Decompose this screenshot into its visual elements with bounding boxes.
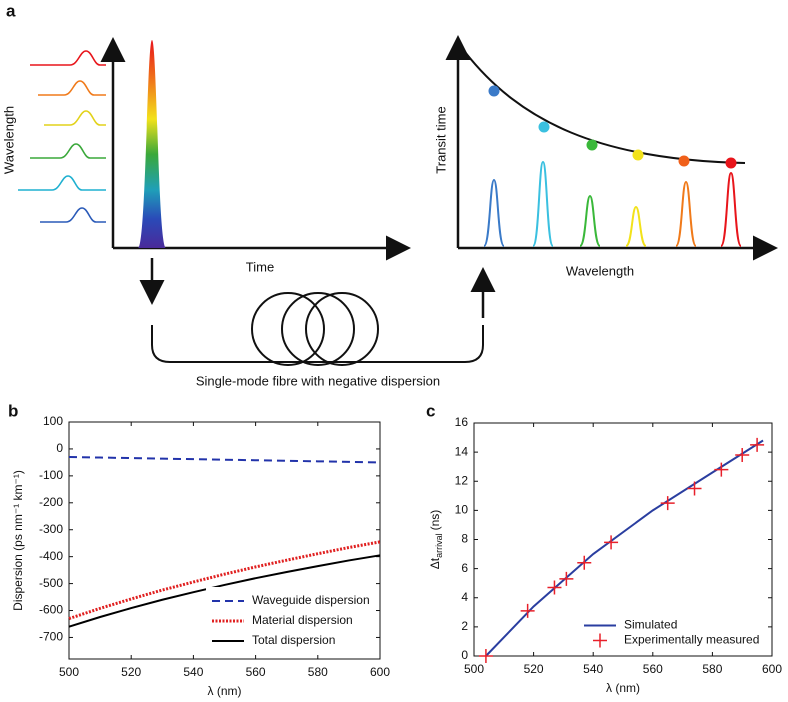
y-tick-label: 14 <box>455 444 469 458</box>
y-axis-label-part: (ns) <box>428 510 442 531</box>
chart: c 0 2 4 6 8 10 12 14 16 500 520 540 560 580 600 λ (nm) Δt… <box>426 401 782 695</box>
y-tick-label: 0 <box>56 441 63 455</box>
y-tick-label: 12 <box>455 473 469 487</box>
x-axis-label: λ (nm) <box>208 684 242 698</box>
spectra <box>18 50 106 223</box>
diagram: a Wavelength Time Trans <box>1 1 778 388</box>
y-tick-label: 2 <box>461 619 468 633</box>
fibre <box>151 325 484 363</box>
x-tick-label: 600 <box>370 665 390 679</box>
panel-label: c <box>426 401 435 420</box>
chart: b 100 0 -100 -200 -300 -400 -500 -600 -700 500 520 5… <box>8 401 390 698</box>
data-point <box>714 462 729 477</box>
data-line <box>68 540 381 621</box>
axis-label: Wavelength <box>566 263 634 278</box>
data-point <box>577 555 592 570</box>
fibre-coil <box>251 292 379 366</box>
x-tick-label: 600 <box>762 662 782 676</box>
pulses <box>483 160 742 247</box>
y-tick-label: 8 <box>461 532 468 546</box>
legend-box <box>578 614 766 652</box>
y-tick-label: -300 <box>39 522 63 536</box>
data-line <box>68 456 381 464</box>
y-axis-label: Δtarrival (ns) <box>428 510 444 570</box>
y-tick-label: 6 <box>461 561 468 575</box>
x-tick-label: 540 <box>183 665 203 679</box>
data-point <box>687 481 702 496</box>
axis-label: Time <box>246 259 274 274</box>
x-axis-label: λ (nm) <box>606 681 640 695</box>
y-axis-label-part: arrival <box>434 533 444 558</box>
y-axis-label: Dispersion (ps nm⁻¹ km⁻¹) <box>11 470 25 611</box>
y-tick-label: 100 <box>43 414 63 428</box>
x-tick-label: 560 <box>246 665 266 679</box>
legend-swatch <box>593 633 607 648</box>
y-tick-label: -100 <box>39 468 63 482</box>
data-point <box>520 603 535 618</box>
legend-label: Total dispersion <box>252 633 335 647</box>
data-point <box>735 448 750 463</box>
y-tick-label: -600 <box>39 603 63 617</box>
data-point <box>547 580 562 595</box>
data-point <box>660 496 675 511</box>
caption: Single-mode fibre with negative dispersi… <box>196 373 440 388</box>
transit-curve <box>464 51 746 164</box>
x-tick-label: 560 <box>643 662 663 676</box>
data-point <box>478 649 493 663</box>
legend-label: Experimentally measured <box>624 633 759 647</box>
x-tick-label: 580 <box>702 662 722 676</box>
axis-label: Wavelength <box>1 106 16 174</box>
y-tick-label: 10 <box>455 503 469 517</box>
panel-label: b <box>8 401 18 420</box>
plot-frame <box>68 421 381 660</box>
y-tick-label: 4 <box>461 590 468 604</box>
data-point <box>750 437 765 452</box>
data-line <box>68 554 381 628</box>
x-tick-label: 500 <box>59 665 79 679</box>
dots <box>488 85 737 169</box>
y-tick-label: -400 <box>39 549 63 563</box>
x-tick-label: 520 <box>524 662 544 676</box>
y-tick-label: -700 <box>39 630 63 644</box>
y-tick-label: 0 <box>461 648 468 662</box>
axis-label: Transit time <box>433 106 448 173</box>
panel-label: a <box>6 1 16 20</box>
legend-label: Waveguide dispersion <box>252 593 370 607</box>
data-point <box>604 535 619 550</box>
x-tick-label: 580 <box>308 665 328 679</box>
y-tick-label: -500 <box>39 576 63 590</box>
data-point <box>559 571 574 586</box>
legend-label: Material dispersion <box>252 613 353 627</box>
y-tick-label: 16 <box>455 415 469 429</box>
y-axis-label-part: Δt <box>428 557 442 569</box>
x-tick-label: 540 <box>583 662 603 676</box>
legend-label: Simulated <box>624 618 677 632</box>
x-tick-label: 500 <box>464 662 484 676</box>
y-tick-label: -200 <box>39 495 63 509</box>
pulse <box>138 40 166 248</box>
x-tick-label: 520 <box>121 665 141 679</box>
